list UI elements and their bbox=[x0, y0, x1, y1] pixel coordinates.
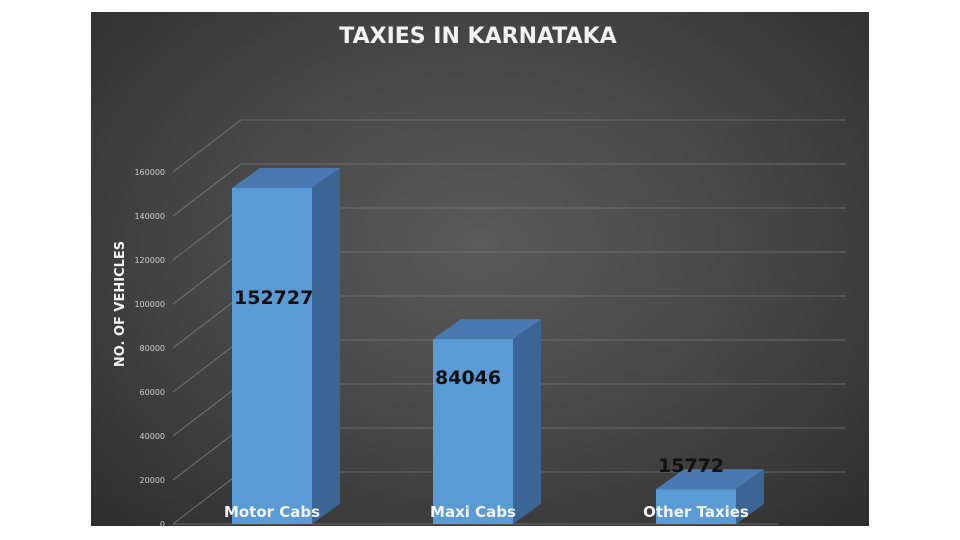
y-tick-label: 120000 bbox=[134, 256, 165, 265]
y-tick-label: 160000 bbox=[134, 168, 165, 177]
bar-top bbox=[433, 319, 541, 340]
data-label: 84046 bbox=[435, 367, 501, 389]
gridline-diagonal bbox=[172, 251, 242, 305]
chart-title: TAXIES IN KARNATAKA bbox=[339, 24, 616, 49]
y-tick-label: 80000 bbox=[140, 344, 165, 353]
gridline-diagonal bbox=[172, 119, 242, 173]
bar-side bbox=[312, 168, 340, 524]
y-tick-label: 100000 bbox=[134, 300, 165, 309]
gridline-diagonal bbox=[172, 207, 242, 261]
data-label: 15772 bbox=[658, 455, 724, 477]
bar-top bbox=[232, 168, 340, 189]
y-tick-label: 140000 bbox=[134, 212, 165, 221]
data-label: 152727 bbox=[234, 287, 313, 309]
y-axis-label: NO. OF VEHICLES bbox=[113, 241, 128, 367]
category-label: Motor Cabs bbox=[224, 503, 320, 521]
data-labels: 152727 84046 15772 bbox=[234, 287, 724, 477]
bar bbox=[433, 339, 513, 524]
gridline-diagonal bbox=[172, 471, 242, 525]
chart-svg: 0 20000 40000 60000 80000 100000 120000 140000 1… bbox=[113, 24, 846, 526]
y-tick-labels: 0 20000 40000 60000 80000 100000 120000 140000 1… bbox=[134, 168, 165, 526]
bar bbox=[656, 489, 736, 524]
chart-panel: 0 20000 40000 60000 80000 100000 120000 140000 1… bbox=[91, 12, 869, 526]
y-tick-label: 0 bbox=[160, 520, 165, 526]
category-label: Other Taxies bbox=[643, 503, 749, 521]
gridline-diagonal bbox=[172, 427, 242, 481]
bar-top bbox=[656, 469, 764, 490]
gridline-diagonal bbox=[172, 163, 242, 217]
y-tick-label: 20000 bbox=[140, 476, 165, 485]
gridline-diagonal bbox=[172, 383, 242, 437]
gridline-diagonal bbox=[172, 339, 242, 393]
gridline-diagonal bbox=[172, 295, 242, 349]
y-tick-label: 40000 bbox=[140, 432, 165, 441]
bar bbox=[232, 188, 312, 524]
bar-side bbox=[513, 319, 541, 524]
bar-side bbox=[736, 469, 764, 524]
category-labels: Motor Cabs Maxi Cabs Other Taxies bbox=[224, 503, 749, 521]
bars bbox=[232, 168, 764, 524]
y-tick-label: 60000 bbox=[140, 388, 165, 397]
category-label: Maxi Cabs bbox=[430, 503, 516, 521]
